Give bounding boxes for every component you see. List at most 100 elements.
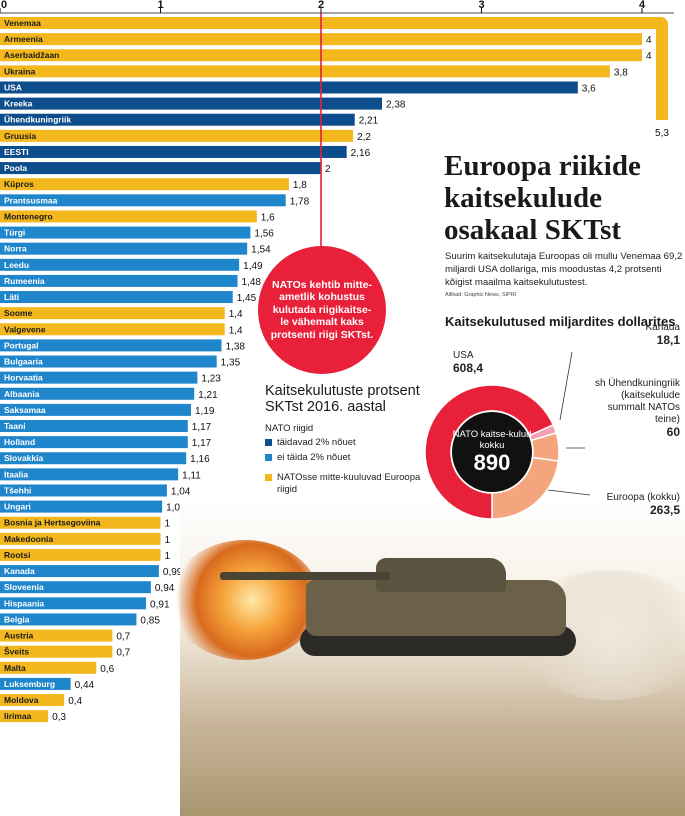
pie-label-usa-value: 608,4 — [453, 361, 484, 375]
bar-category-label: Iirimaa — [4, 711, 32, 721]
bar-value-label: 1,49 — [243, 261, 263, 272]
bar-value-label: 1,04 — [171, 486, 191, 497]
bar-category-label: Horvaatia — [4, 373, 43, 383]
bar-category-label: Montenegro — [4, 211, 53, 221]
bar-category-label: Tšehhi — [4, 485, 31, 495]
bar-value-label: 2,16 — [351, 148, 371, 159]
bar-category-label: Albaania — [4, 389, 40, 399]
bar-category-label: Armeenia — [4, 34, 43, 44]
bar — [0, 516, 161, 529]
bar-category-label: Portugal — [4, 340, 38, 350]
bar-category-label: Malta — [4, 663, 26, 673]
bar-category-label: Hispaania — [4, 598, 44, 608]
legend-item-non: NATOsse mitte-kuuluvad Euroopa riigid — [265, 472, 425, 495]
bar — [0, 645, 113, 658]
bar-value-label: 2,21 — [359, 116, 379, 127]
pie-label-europe-name: Euroopa (kokku) — [606, 492, 680, 503]
legend-swatch-nomeet — [265, 453, 272, 461]
bar-category-label: Prantsusmaa — [4, 195, 58, 205]
bar-category-label: Soome — [4, 308, 33, 318]
bar — [0, 178, 289, 191]
bar — [0, 145, 347, 158]
bar-category-label: Holland — [4, 437, 35, 447]
pie-label-usa-name: USA — [453, 350, 474, 361]
bar-value-label: 1,23 — [201, 374, 221, 385]
bar-category-label: Itaalia — [4, 469, 28, 479]
bar — [0, 226, 251, 239]
bar-category-label: Poola — [4, 163, 27, 173]
legend-label-nomeet: ei täida 2% nõuet — [277, 451, 351, 463]
bar — [0, 436, 188, 449]
pie-label-canada-value: 18,1 — [656, 333, 680, 347]
bar — [0, 581, 151, 594]
bar-category-label: Kanada — [4, 566, 35, 576]
pie-label-europe-value: 263,5 — [649, 503, 680, 517]
bar-value-label: 1,4 — [229, 309, 243, 320]
bar-category-label: Valgevene — [4, 324, 46, 334]
bar-value-label: 1,16 — [190, 454, 210, 465]
bar — [0, 291, 233, 304]
bar — [0, 548, 161, 561]
pie-title: Kaitsekulutused miljardites dollarites — [445, 314, 676, 329]
bar-value-label: 4 — [646, 35, 652, 46]
bar — [0, 323, 225, 336]
x-tick-label: 1 — [157, 0, 163, 11]
pie-label-uk-name: sh Ühendkuningriik (kaitsekulude summalt… — [594, 378, 680, 425]
bar — [0, 694, 65, 707]
source-note: Allikad: Graphic News, SIPRI — [445, 292, 517, 298]
bar-value-label: 1,45 — [237, 293, 257, 304]
bar — [0, 194, 286, 207]
x-tick-label: 3 — [478, 0, 484, 11]
bar — [0, 97, 382, 110]
bar-category-label: Venemaa — [4, 18, 41, 28]
x-tick-label: 0 — [1, 0, 7, 11]
bar — [0, 613, 137, 626]
bar-value-label: 0,7 — [116, 632, 130, 643]
bar-category-label: Luksemburg — [4, 679, 55, 689]
nato-callout: NATOs kehtib mitte-ametlik kohustus kulu… — [258, 246, 386, 374]
bar — [0, 17, 668, 120]
pie-label-usa: USA 608,4 — [453, 350, 483, 374]
bar-value-label: 1,17 — [192, 438, 212, 449]
intro-text: Suurim kaitsekulutaja Euroopas oli mullu… — [445, 251, 683, 288]
nato-total-value: 890 — [473, 450, 511, 475]
legend-subtitle: NATO riigid — [265, 423, 314, 434]
bar — [0, 500, 163, 513]
bar-value-label: 1 — [165, 535, 171, 546]
bar — [0, 565, 159, 578]
legend: Kaitsekulutuste protsent SKTst 2016. aas… — [265, 383, 425, 495]
bar-value-label: 3,6 — [582, 83, 596, 94]
bar — [0, 339, 222, 352]
bar-value-label: 1,4 — [229, 325, 243, 336]
bar-value-label: 0,6 — [100, 664, 114, 675]
bar-category-label: Saksamaa — [4, 405, 46, 415]
bar — [0, 468, 179, 481]
bar — [0, 661, 97, 674]
bar — [0, 162, 321, 175]
bar-value-label: 1,35 — [221, 358, 241, 369]
bar — [0, 597, 147, 610]
bar — [0, 210, 257, 223]
bar-category-label: Šveits — [4, 646, 29, 657]
bar-value-label: 2,2 — [357, 132, 371, 143]
bar-category-label: Kreeka — [4, 99, 33, 109]
tank-photo — [170, 500, 685, 816]
bar-category-label: Rootsi — [4, 550, 30, 560]
bar-value-label: 2,38 — [386, 100, 406, 111]
bar — [0, 242, 248, 255]
bar-category-label: Leedu — [4, 260, 29, 270]
bar-value-label: 1,38 — [225, 341, 245, 352]
legend-swatch-meet — [265, 439, 272, 446]
bar-category-label: Läti — [4, 292, 19, 302]
bar-category-label: EESTI — [4, 147, 29, 157]
bar — [0, 129, 354, 142]
bar-value-label: 1,01 — [166, 503, 186, 514]
bar-value-label: 1,48 — [242, 277, 262, 288]
bar-value-label: 1,78 — [290, 196, 310, 207]
bar-value-label: 0,91 — [150, 599, 170, 610]
bar-value-label: 0,44 — [75, 680, 95, 691]
page-title: Euroopa riikide kaitsekulude osakaal SKT… — [444, 150, 641, 246]
bar-category-label: Gruusia — [4, 131, 36, 141]
bar-category-label: Makedoonia — [4, 534, 53, 544]
legend-item-meet: täidavad 2% nõuet — [265, 437, 425, 449]
